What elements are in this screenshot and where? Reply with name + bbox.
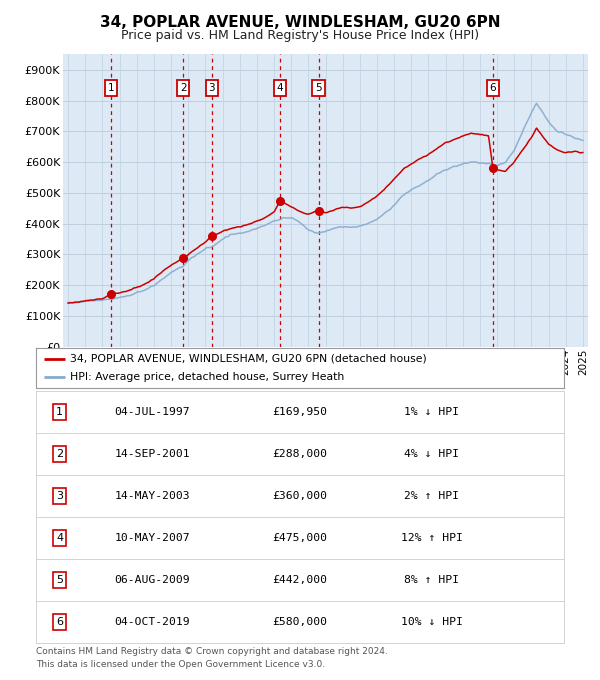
Text: 2% ↑ HPI: 2% ↑ HPI <box>404 491 460 501</box>
Text: 8% ↑ HPI: 8% ↑ HPI <box>404 575 460 585</box>
Text: 04-JUL-1997: 04-JUL-1997 <box>115 407 190 417</box>
Text: 2: 2 <box>56 449 64 459</box>
Text: 5: 5 <box>56 575 63 585</box>
Text: 1: 1 <box>56 407 63 417</box>
Text: £580,000: £580,000 <box>272 617 328 627</box>
Text: 14-SEP-2001: 14-SEP-2001 <box>115 449 190 459</box>
Text: 4% ↓ HPI: 4% ↓ HPI <box>404 449 460 459</box>
Text: HPI: Average price, detached house, Surrey Heath: HPI: Average price, detached house, Surr… <box>70 372 344 382</box>
Text: £169,950: £169,950 <box>272 407 328 417</box>
Text: 34, POPLAR AVENUE, WINDLESHAM, GU20 6PN (detached house): 34, POPLAR AVENUE, WINDLESHAM, GU20 6PN … <box>70 354 427 364</box>
Text: £288,000: £288,000 <box>272 449 328 459</box>
Text: 6: 6 <box>490 83 496 93</box>
Text: 10% ↓ HPI: 10% ↓ HPI <box>401 617 463 627</box>
Text: £475,000: £475,000 <box>272 532 328 543</box>
Text: 14-MAY-2003: 14-MAY-2003 <box>115 491 190 501</box>
Text: 12% ↑ HPI: 12% ↑ HPI <box>401 532 463 543</box>
Text: 4: 4 <box>277 83 284 93</box>
Text: 4: 4 <box>56 532 64 543</box>
Text: 10-MAY-2007: 10-MAY-2007 <box>115 532 190 543</box>
Text: 6: 6 <box>56 617 63 627</box>
Text: 1: 1 <box>108 83 115 93</box>
Text: £442,000: £442,000 <box>272 575 328 585</box>
Text: This data is licensed under the Open Government Licence v3.0.: This data is licensed under the Open Gov… <box>36 660 325 668</box>
Text: 3: 3 <box>56 491 63 501</box>
Text: Contains HM Land Registry data © Crown copyright and database right 2024.: Contains HM Land Registry data © Crown c… <box>36 647 388 656</box>
Text: 06-AUG-2009: 06-AUG-2009 <box>115 575 190 585</box>
Text: 34, POPLAR AVENUE, WINDLESHAM, GU20 6PN: 34, POPLAR AVENUE, WINDLESHAM, GU20 6PN <box>100 15 500 30</box>
Text: £360,000: £360,000 <box>272 491 328 501</box>
Text: 3: 3 <box>208 83 215 93</box>
Text: 5: 5 <box>316 83 322 93</box>
Text: 2: 2 <box>180 83 187 93</box>
Text: Price paid vs. HM Land Registry's House Price Index (HPI): Price paid vs. HM Land Registry's House … <box>121 29 479 42</box>
Text: 04-OCT-2019: 04-OCT-2019 <box>115 617 190 627</box>
Text: 1% ↓ HPI: 1% ↓ HPI <box>404 407 460 417</box>
